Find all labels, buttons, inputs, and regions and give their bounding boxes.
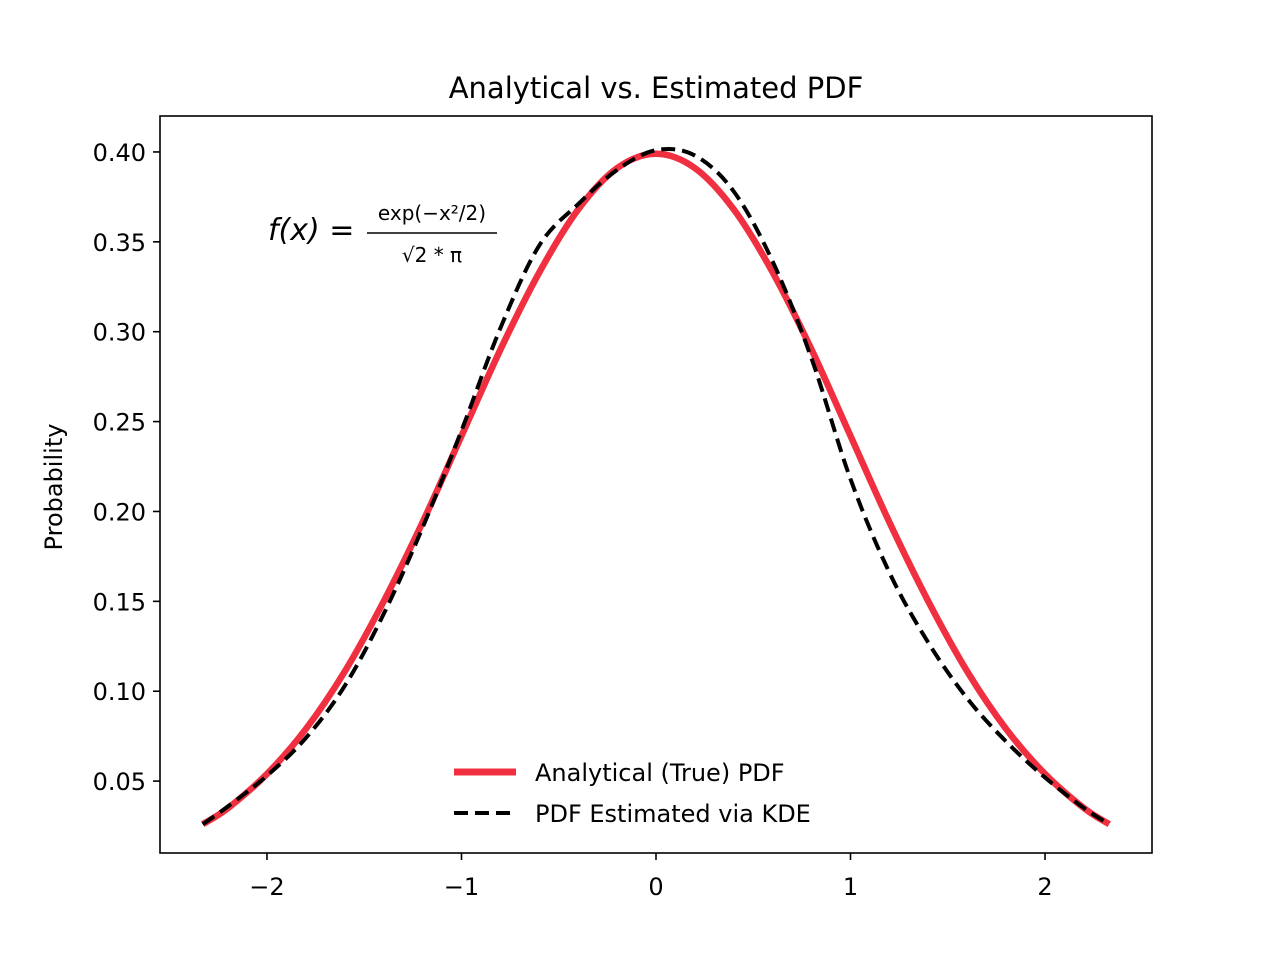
y-tick-label: 0.35	[93, 229, 146, 257]
series-line-analytical	[201, 150, 1111, 828]
series-line-kde	[201, 146, 1111, 826]
formula-annotation: f(x) = exp(−x²/2) √2 * π	[268, 201, 497, 267]
y-tick-label: 0.30	[93, 319, 146, 347]
y-axis-label: Probability	[40, 424, 68, 551]
y-tick-label: 0.20	[93, 498, 146, 526]
legend: Analytical (True) PDF PDF Estimated via …	[454, 759, 811, 828]
x-axis: −2 −1 0 1 2	[249, 853, 1053, 901]
x-tick-label: 0	[648, 873, 663, 901]
formula-denominator: √2 * π	[402, 243, 462, 267]
chart-title: Analytical vs. Estimated PDF	[449, 71, 864, 105]
x-tick-label: 2	[1037, 873, 1052, 901]
x-tick-label: −2	[249, 873, 284, 901]
y-tick-label: 0.10	[93, 678, 146, 706]
y-tick-label: 0.40	[93, 139, 146, 167]
legend-label-analytical: Analytical (True) PDF	[535, 759, 785, 787]
formula-lhs: f(x) =	[268, 213, 354, 248]
legend-label-kde: PDF Estimated via KDE	[535, 800, 811, 828]
series-group	[201, 146, 1111, 828]
y-axis: 0.05 0.10 0.15 0.20 0.25 0.30 0.35 0.40	[93, 139, 160, 796]
x-tick-label: 1	[843, 873, 858, 901]
formula-numerator: exp(−x²/2)	[378, 201, 486, 225]
y-tick-label: 0.15	[93, 588, 146, 616]
y-tick-label: 0.25	[93, 409, 146, 437]
x-tick-label: −1	[444, 873, 479, 901]
y-tick-label: 0.05	[93, 768, 146, 796]
